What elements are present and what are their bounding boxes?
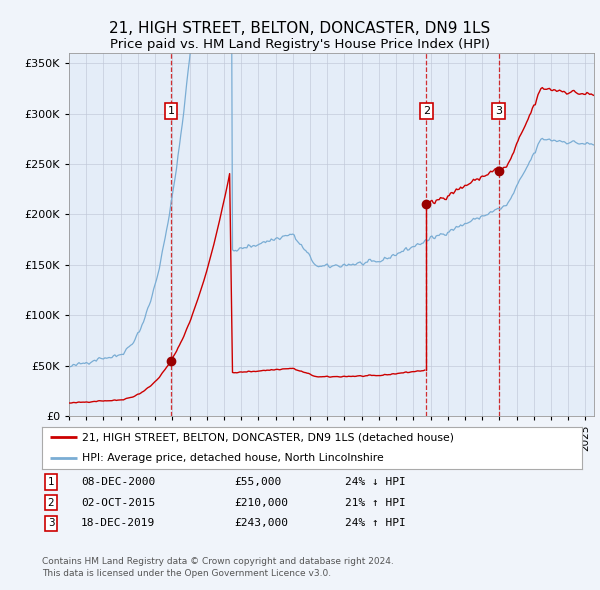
Text: Contains HM Land Registry data © Crown copyright and database right 2024.
This d: Contains HM Land Registry data © Crown c… xyxy=(42,557,394,578)
Text: £243,000: £243,000 xyxy=(234,519,288,528)
Text: 3: 3 xyxy=(47,519,55,528)
Text: 3: 3 xyxy=(495,106,502,116)
Text: 1: 1 xyxy=(167,106,175,116)
Text: 24% ↓ HPI: 24% ↓ HPI xyxy=(345,477,406,487)
Text: 21, HIGH STREET, BELTON, DONCASTER, DN9 1LS: 21, HIGH STREET, BELTON, DONCASTER, DN9 … xyxy=(109,21,491,36)
Text: £55,000: £55,000 xyxy=(234,477,281,487)
Text: HPI: Average price, detached house, North Lincolnshire: HPI: Average price, detached house, Nort… xyxy=(83,454,384,463)
Text: 08-DEC-2000: 08-DEC-2000 xyxy=(81,477,155,487)
Text: 1: 1 xyxy=(47,477,55,487)
Text: 18-DEC-2019: 18-DEC-2019 xyxy=(81,519,155,528)
Text: 24% ↑ HPI: 24% ↑ HPI xyxy=(345,519,406,528)
Text: £210,000: £210,000 xyxy=(234,498,288,507)
Text: 2: 2 xyxy=(422,106,430,116)
Text: 02-OCT-2015: 02-OCT-2015 xyxy=(81,498,155,507)
Text: 21, HIGH STREET, BELTON, DONCASTER, DN9 1LS (detached house): 21, HIGH STREET, BELTON, DONCASTER, DN9 … xyxy=(83,432,455,442)
Text: 2: 2 xyxy=(47,498,55,507)
Text: 21% ↑ HPI: 21% ↑ HPI xyxy=(345,498,406,507)
Text: Price paid vs. HM Land Registry's House Price Index (HPI): Price paid vs. HM Land Registry's House … xyxy=(110,38,490,51)
